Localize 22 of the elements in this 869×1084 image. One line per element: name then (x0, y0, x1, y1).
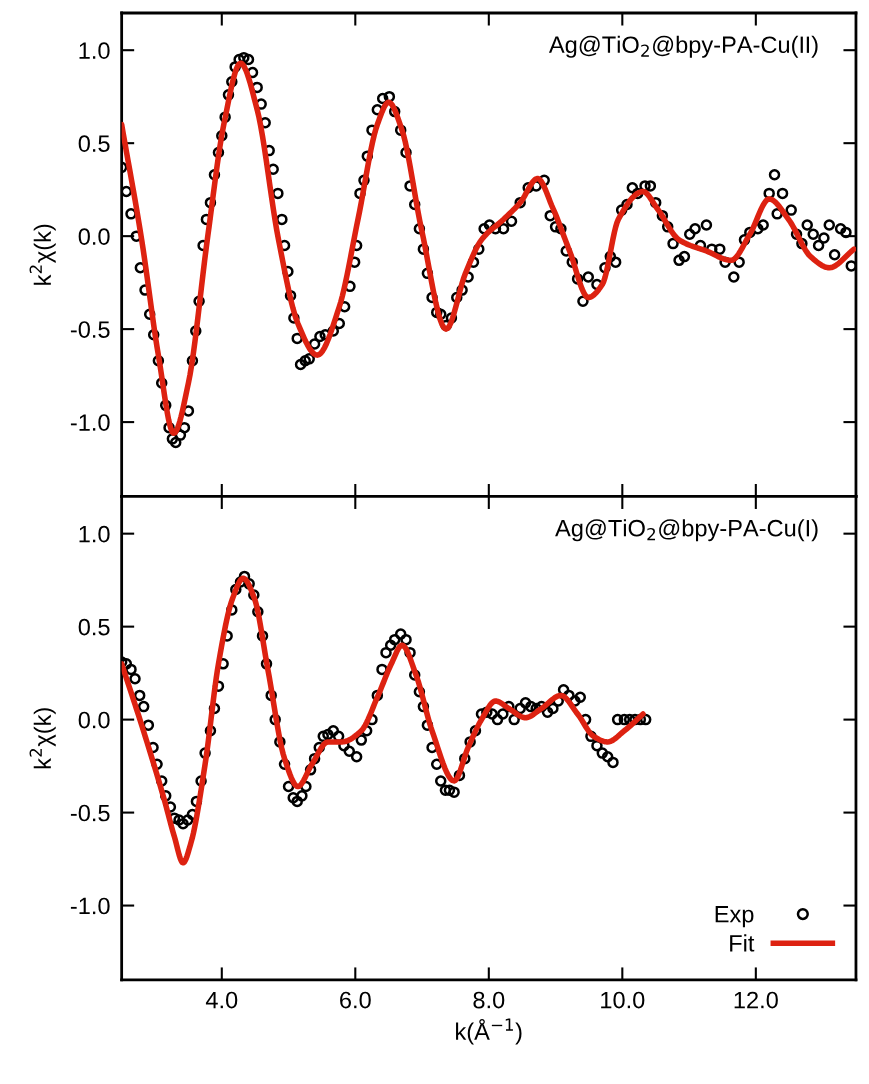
legend-label: Exp (715, 906, 754, 928)
y-tick-label: -0.5 (70, 804, 110, 822)
annotation: Ag@TiO$_{2}$@bpy-PA-Cu(I) (555, 519, 818, 542)
y-tick-label: 0.5 (78, 135, 110, 152)
x-tick-label: 8.0 (473, 991, 505, 1009)
y-axis-title: k$^{2}$χ(k) (29, 224, 56, 285)
x-tick-label: 4.0 (205, 991, 238, 1009)
y-tick-label: 1.0 (79, 42, 110, 59)
y-tick-label: -1.0 (70, 414, 110, 431)
y-axis-title: k$^{2}$χ(k) (29, 708, 56, 769)
annotation: Ag@TiO$_{2}$@bpy-PA-Cu(II) (548, 35, 818, 58)
x-tick-label: 10.0 (601, 991, 645, 1009)
y-tick-label: 0.5 (78, 618, 110, 636)
y-tick-label: 0.0 (78, 228, 110, 245)
y-tick-label: 0.0 (78, 711, 110, 729)
x-tick-label: 12.0 (734, 991, 778, 1009)
x-tick-label: 6.0 (340, 991, 371, 1009)
y-tick-label: 1.0 (79, 525, 110, 543)
y-tick-label: -0.5 (70, 321, 110, 338)
y-tick-label: -1.0 (70, 897, 110, 915)
legend-label: Fit (730, 934, 755, 952)
x-axis-title: k(Å$^{−1}$) (456, 1018, 522, 1045)
